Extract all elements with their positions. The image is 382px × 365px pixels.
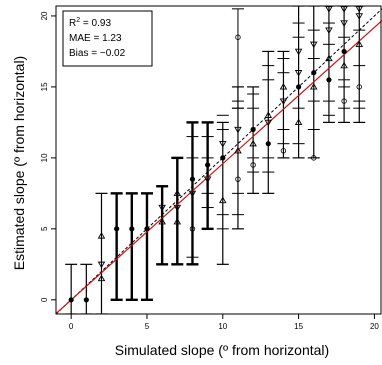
marker-dot bbox=[83, 297, 89, 303]
marker-triangle-down bbox=[325, 27, 333, 35]
x-axis-title: Simulated slope (º from horizontal) bbox=[115, 342, 329, 358]
marker-triangle-up bbox=[173, 189, 182, 197]
marker-triangle-down bbox=[188, 190, 197, 198]
marker-triangle-up bbox=[264, 111, 273, 118]
marker-dot bbox=[144, 226, 150, 232]
axes: 0 5 10 15 20 0 5 10 15 20 bbox=[40, 5, 382, 331]
marker-triangle-down bbox=[355, 6, 364, 13]
marker-triangle-down bbox=[203, 176, 212, 184]
marker-dot bbox=[296, 84, 302, 90]
identity-line bbox=[56, 8, 382, 314]
marker-triangle-down bbox=[234, 126, 242, 134]
marker-triangle-down bbox=[264, 119, 273, 127]
y-tick-label: 0 bbox=[40, 297, 49, 302]
y-tick-label: 20 bbox=[40, 11, 49, 20]
marker-circle bbox=[235, 34, 241, 40]
marker-triangle-up bbox=[249, 139, 257, 147]
marker-dot bbox=[189, 176, 196, 182]
marker-dot bbox=[220, 155, 226, 161]
marker-triangle-down bbox=[294, 48, 303, 56]
x-tick-label: 15 bbox=[294, 322, 303, 331]
x-tick-label: 0 bbox=[69, 322, 74, 331]
marker-dot bbox=[114, 226, 120, 232]
mae-stat: MAE = 1.23 bbox=[69, 33, 122, 44]
marker-circle bbox=[280, 148, 287, 154]
marker-triangle-up bbox=[234, 146, 242, 154]
marker-triangle-up bbox=[97, 274, 106, 282]
marker-circle bbox=[356, 84, 362, 90]
plot-area bbox=[56, 6, 382, 314]
marker-circle bbox=[189, 226, 196, 232]
marker-triangle-down bbox=[173, 204, 182, 212]
marker-dot bbox=[326, 77, 332, 83]
marker-dot bbox=[341, 48, 347, 55]
marker-triangle-up bbox=[279, 83, 288, 90]
marker-triangle-down bbox=[325, 6, 333, 13]
plot-frame bbox=[55, 5, 382, 315]
marker-triangle-down bbox=[219, 141, 227, 148]
stats-box-frame bbox=[62, 10, 153, 67]
marker-dot bbox=[311, 70, 317, 76]
marker-triangle-down bbox=[355, 13, 364, 20]
x-tick-label: 20 bbox=[370, 322, 379, 331]
y-tick-label: 10 bbox=[40, 153, 49, 162]
y-tick-label: 5 bbox=[40, 226, 49, 231]
stats-legend-box: R2 = 0.93 MAE = 1.23 Bias = −0.02 bbox=[62, 10, 153, 67]
marker-triangle-down bbox=[340, 6, 348, 13]
y-tick-label: 15 bbox=[40, 82, 49, 91]
marker-dot bbox=[129, 226, 135, 232]
marker-triangle-up bbox=[97, 232, 106, 239]
marker-triangle-down bbox=[294, 70, 303, 77]
marker-dot bbox=[68, 297, 74, 303]
marker-triangle-up bbox=[325, 54, 333, 62]
y-axis-title: Estimated slope (º from horizontal) bbox=[11, 56, 27, 270]
bias-stat: Bias = −0.02 bbox=[69, 48, 126, 59]
marker-circle bbox=[341, 98, 347, 104]
marker-circle bbox=[311, 155, 317, 161]
marker-triangle-up bbox=[294, 118, 303, 126]
marker-triangle-up bbox=[173, 217, 182, 225]
marker-triangle-up bbox=[355, 40, 364, 47]
marker-triangle-up bbox=[158, 217, 166, 225]
marker-dot bbox=[205, 162, 211, 168]
marker-dot bbox=[265, 141, 271, 147]
x-tick-label: 10 bbox=[218, 322, 227, 331]
marker-triangle-up bbox=[219, 196, 227, 204]
marker-dot bbox=[250, 126, 256, 133]
marker-triangle-up bbox=[340, 61, 348, 69]
fit-line bbox=[56, 20, 382, 314]
r2-stat: R2 = 0.93 bbox=[69, 17, 111, 29]
marker-circle bbox=[250, 162, 256, 168]
marker-triangle-down bbox=[309, 41, 318, 49]
marker-triangle-down bbox=[97, 261, 106, 269]
marker-triangle-down bbox=[158, 204, 166, 212]
x-tick-label: 5 bbox=[145, 322, 150, 331]
marker-circle bbox=[235, 176, 241, 182]
marker-triangle-down bbox=[340, 20, 348, 27]
marker-triangle-down bbox=[279, 98, 288, 105]
marker-triangle-up bbox=[309, 83, 318, 90]
